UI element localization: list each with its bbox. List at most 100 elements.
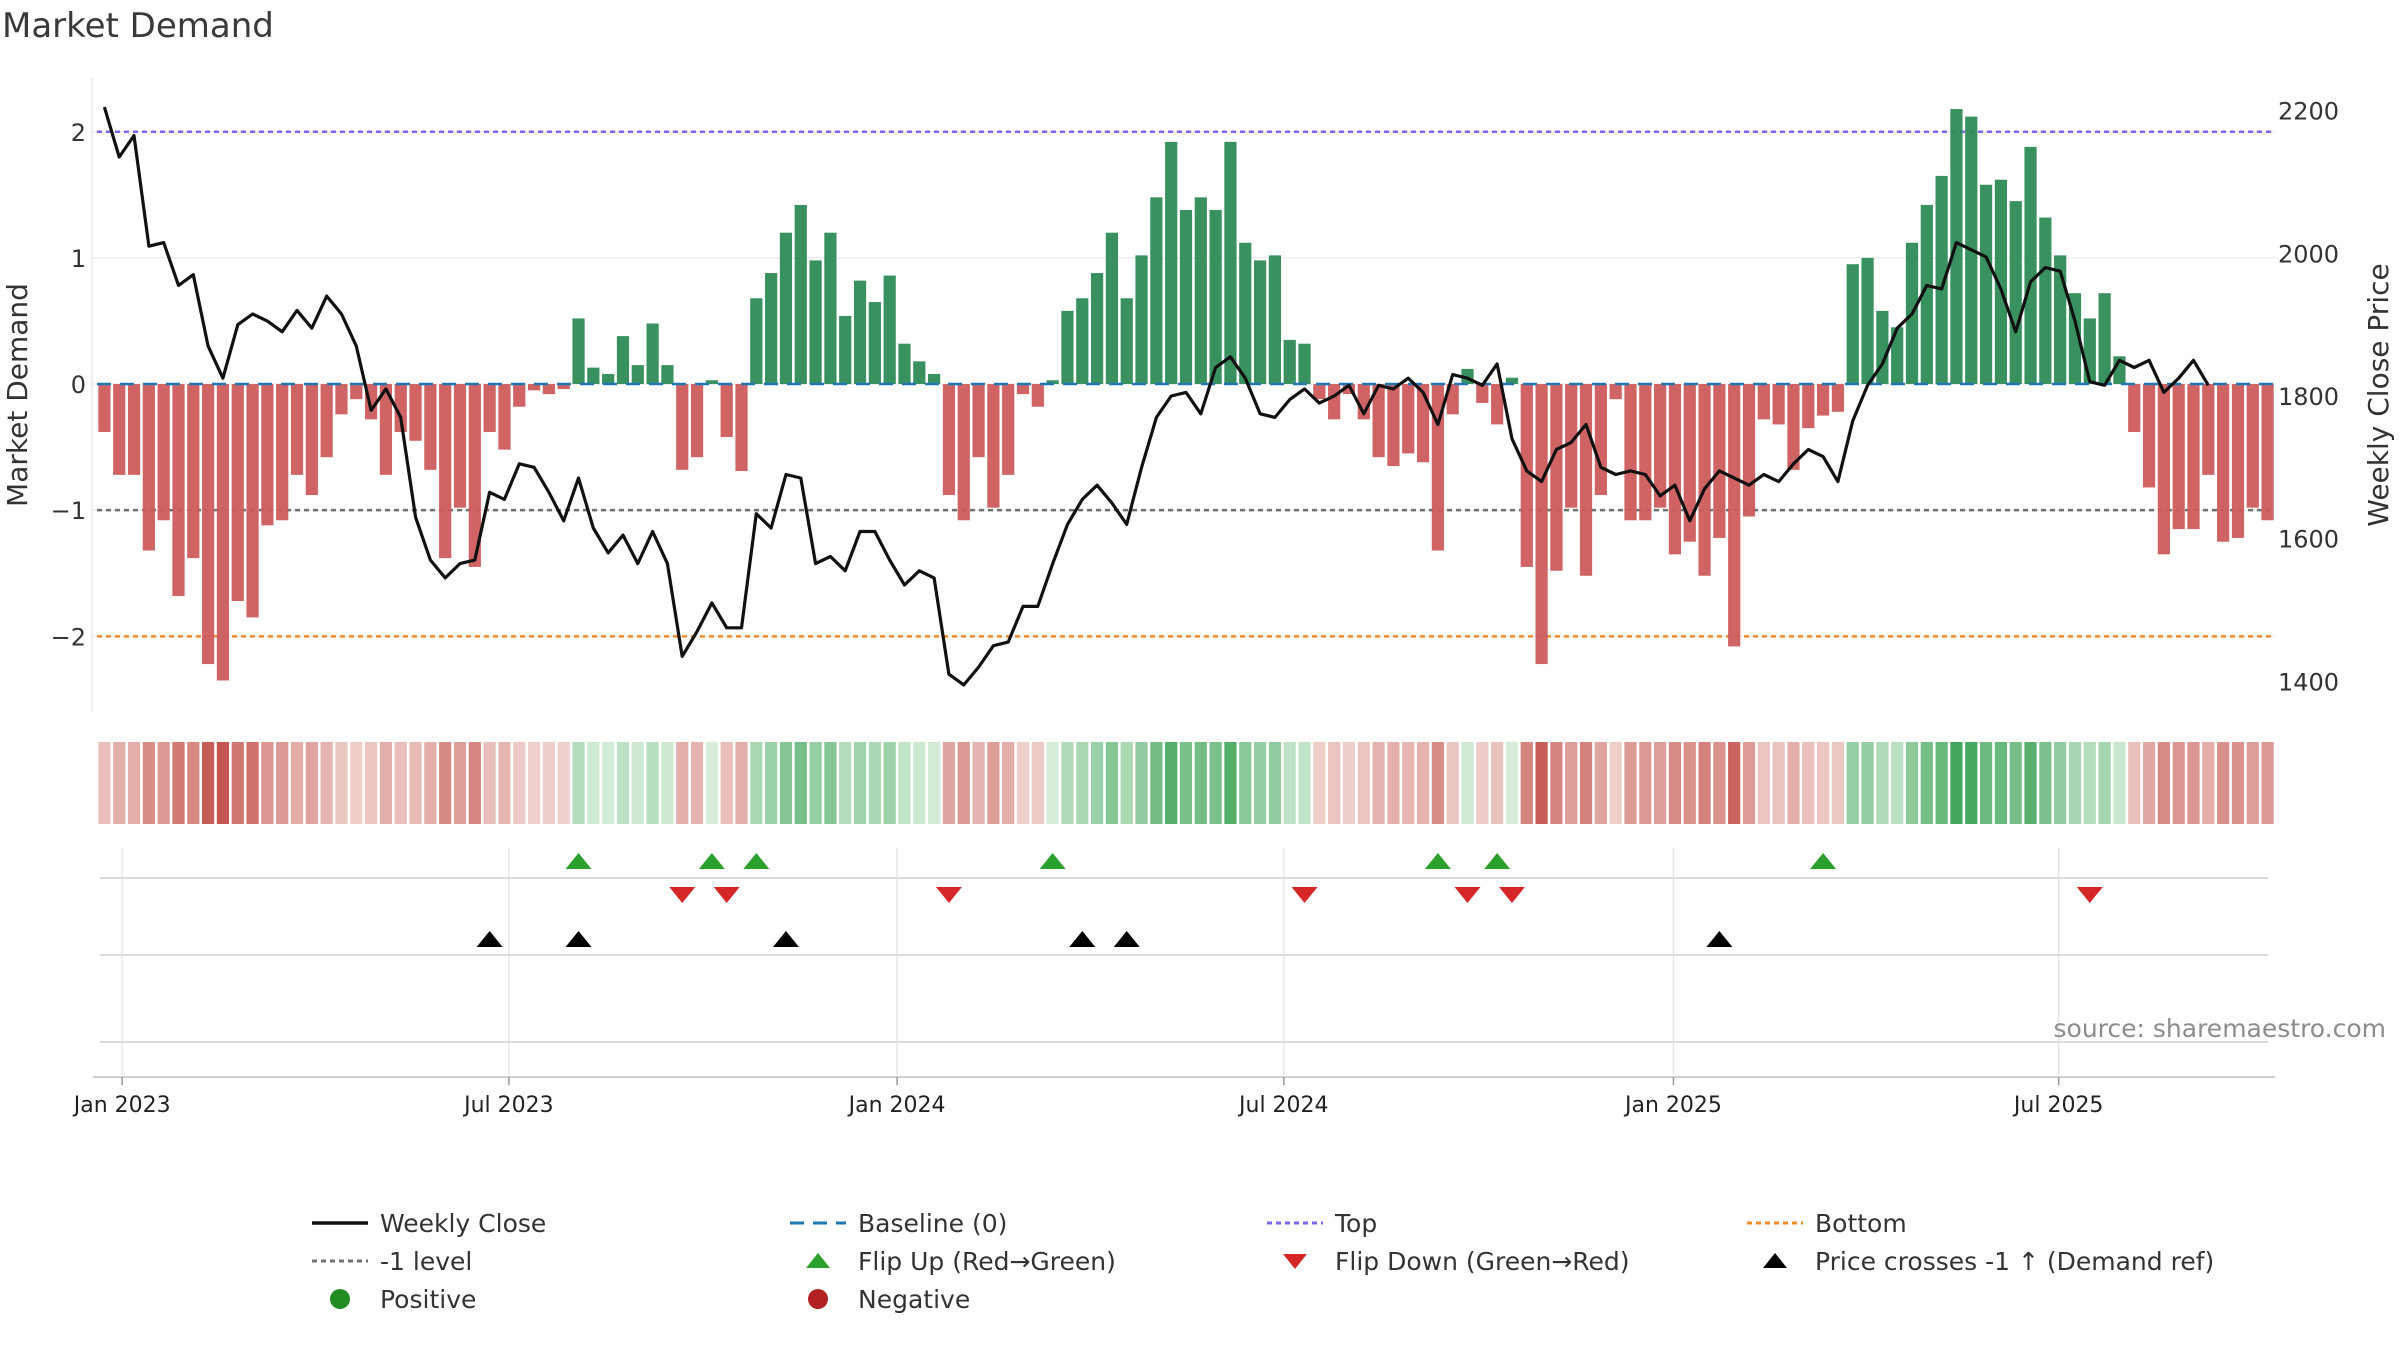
price-cross-marker xyxy=(1706,931,1733,947)
demand-bar xyxy=(928,373,941,385)
demand-bar xyxy=(127,384,141,475)
demand-bar xyxy=(2098,293,2111,385)
positive-legend-symbol xyxy=(330,1289,350,1309)
legend-item-minus1: -1 level xyxy=(300,1243,472,1279)
demand-bar xyxy=(1165,141,1178,385)
demand-bar xyxy=(1002,384,1015,475)
heat-cell xyxy=(1609,742,1622,824)
heat-cell xyxy=(1150,742,1163,824)
heat-cell xyxy=(1239,742,1252,824)
demand-bar xyxy=(1831,384,1845,412)
legend-item-cross: Price crosses -1 ↑ (Demand ref) xyxy=(1735,1243,2214,1279)
heat-cell xyxy=(1565,742,1578,824)
heat-cell xyxy=(2068,742,2082,824)
demand-bar xyxy=(2231,384,2245,538)
demand-bar xyxy=(1594,384,1607,496)
heat-cell xyxy=(1639,742,1652,824)
heat-cell xyxy=(1446,742,1459,824)
demand-bar xyxy=(1698,384,1711,576)
demand-bar xyxy=(616,336,630,385)
heat-cell xyxy=(305,742,318,824)
heat-cell xyxy=(1579,742,1593,824)
heat-cell xyxy=(1402,742,1415,824)
heat-cell xyxy=(1935,742,1948,824)
heat-cell xyxy=(705,742,718,824)
demand-bar xyxy=(246,384,259,618)
heat-cell xyxy=(113,742,126,824)
flip-up-marker xyxy=(698,853,725,869)
demand-bar xyxy=(1105,232,1119,385)
y-tick-label: 1 xyxy=(71,245,86,273)
flip-up-legend-symbol xyxy=(806,1253,830,1268)
demand-bar xyxy=(2083,318,2096,385)
demand-bars xyxy=(97,109,2275,681)
demand-bar xyxy=(2202,384,2215,475)
heat-cell xyxy=(1920,742,1933,824)
heat-cell xyxy=(1802,742,1815,824)
demand-bar xyxy=(2261,384,2274,521)
heat-cell xyxy=(1846,742,1859,824)
demand-bar xyxy=(2172,384,2185,530)
demand-bar xyxy=(2246,384,2259,508)
heat-cell xyxy=(1031,742,1044,824)
demand-bar xyxy=(1342,384,1356,395)
demand-bar xyxy=(2039,217,2052,385)
heat-cell xyxy=(1076,742,1089,824)
heat-cell xyxy=(1994,742,2008,824)
demand-bar xyxy=(290,384,304,475)
flip-down-marker xyxy=(2076,887,2103,903)
demand-bar xyxy=(2217,384,2230,542)
heat-cell xyxy=(1594,742,1607,824)
demand-bar xyxy=(735,384,748,472)
heat-cell xyxy=(527,742,541,824)
y2-tick-label: 1600 xyxy=(2278,526,2339,554)
demand-bar xyxy=(2157,384,2170,555)
demand-bar xyxy=(1476,384,1489,403)
demand-bar xyxy=(350,384,363,400)
demand-bar xyxy=(1031,384,1044,407)
demand-bar xyxy=(942,384,956,496)
heat-cell xyxy=(127,742,141,824)
demand-bar xyxy=(676,384,689,470)
heat-cell xyxy=(913,742,926,824)
heat-cell xyxy=(1209,742,1222,824)
heat-cell xyxy=(2142,742,2156,824)
heat-cell xyxy=(1520,742,1533,824)
flip-up-marker xyxy=(1039,853,1066,869)
demand-bar xyxy=(98,384,111,432)
heat-cell xyxy=(1461,742,1474,824)
demand-bar xyxy=(913,361,926,385)
heat-cell xyxy=(1861,742,1874,824)
legend-item-positive: Positive xyxy=(300,1281,476,1317)
demand-bar xyxy=(1179,209,1193,385)
heat-cell xyxy=(1965,742,1978,824)
demand-bar xyxy=(1920,204,1933,385)
demand-bar xyxy=(2187,384,2200,530)
demand-bar xyxy=(157,384,170,521)
heat-cell xyxy=(1179,742,1193,824)
demand-bar xyxy=(305,384,318,496)
heat-cell xyxy=(616,742,630,824)
legend-item-weekly-close: Weekly Close xyxy=(300,1205,546,1241)
heat-cell xyxy=(394,742,407,824)
heat-cell xyxy=(928,742,941,824)
demand-bar xyxy=(2054,255,2067,385)
axes: 2 1 0 −1 −2 2200 2000 1800 1600 1400 Market Demand… xyxy=(1,78,2395,1118)
demand-bar xyxy=(839,315,852,385)
demand-bar xyxy=(1772,384,1785,425)
heat-cell xyxy=(824,742,837,824)
price-cross-marker xyxy=(1113,931,1140,947)
heat-cell xyxy=(231,742,244,824)
heat-cell xyxy=(1668,742,1682,824)
demand-bar xyxy=(631,365,644,385)
heat-cell xyxy=(602,742,615,824)
demand-bar xyxy=(765,273,778,385)
legend-label: Flip Down (Green→Red) xyxy=(1335,1246,1630,1276)
demand-heat-strip xyxy=(98,742,2274,824)
heat-cell xyxy=(1416,742,1430,824)
heat-cell xyxy=(1491,742,1504,824)
demand-bar xyxy=(1565,384,1578,508)
demand-bar xyxy=(1816,384,1830,416)
demand-bar xyxy=(602,373,615,385)
demand-bar xyxy=(705,380,718,385)
